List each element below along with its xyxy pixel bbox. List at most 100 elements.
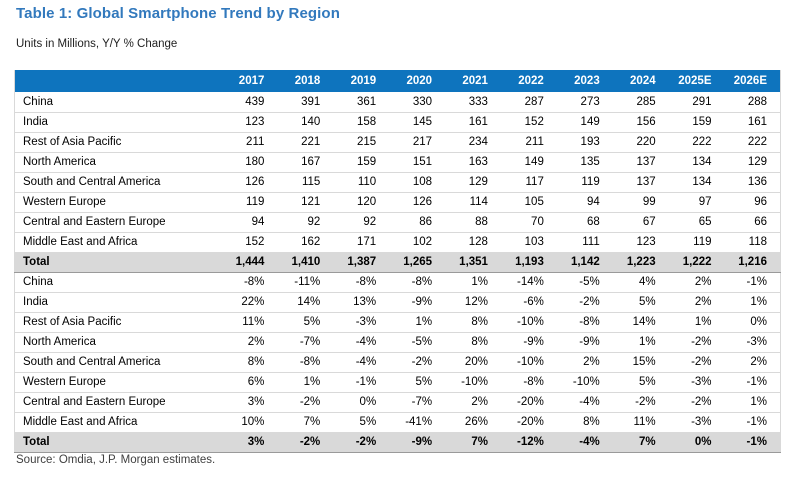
value-cell: -3% <box>668 412 725 433</box>
table-row-yoy-percent-change: Central and Eastern Europe 3% -2% 0% -7% 2% -2… <box>14 392 781 413</box>
year-column-header: 2021 <box>445 70 501 92</box>
region-label: Central and Eastern Europe <box>14 392 222 413</box>
value-cell: 126 <box>221 172 278 193</box>
value-cell: 128 <box>445 232 501 253</box>
region-label: China <box>14 92 222 113</box>
value-cell: -9% <box>500 332 557 353</box>
value-cell: 7% <box>612 431 669 453</box>
value-cell: -20% <box>500 412 557 433</box>
value-cell: -5% <box>389 332 446 353</box>
value-cell: -8% <box>389 272 446 293</box>
value-cell: 291 <box>668 92 725 113</box>
value-cell: 67 <box>612 212 669 233</box>
value-cell: 92 <box>333 212 390 233</box>
value-cell: 156 <box>612 112 669 133</box>
value-cell: 20% <box>445 352 501 373</box>
value-cell: 159 <box>333 152 390 173</box>
value-cell: 222 <box>724 132 781 153</box>
value-cell: 361 <box>333 92 390 113</box>
value-cell: 5% <box>333 412 390 433</box>
value-cell: -7% <box>389 392 446 413</box>
value-cell: -12% <box>500 431 557 453</box>
value-cell: 108 <box>389 172 446 193</box>
value-cell: -2% <box>612 392 669 413</box>
value-cell: 193 <box>556 132 613 153</box>
value-cell: -9% <box>556 332 613 353</box>
value-cell: -8% <box>500 372 557 393</box>
value-cell: 102 <box>389 232 446 253</box>
value-cell: 1,223 <box>612 251 669 273</box>
value-cell: 3% <box>221 431 278 453</box>
value-cell: -4% <box>556 431 613 453</box>
region-label: Total <box>14 431 222 453</box>
value-cell: 161 <box>445 112 501 133</box>
value-cell: 217 <box>389 132 446 153</box>
value-cell: 94 <box>556 192 613 213</box>
value-cell: 26% <box>445 412 501 433</box>
value-cell: -2% <box>277 431 334 453</box>
value-cell: 137 <box>612 152 669 173</box>
value-cell: -6% <box>500 292 557 313</box>
value-cell: 234 <box>445 132 501 153</box>
value-cell: 1,193 <box>500 251 557 273</box>
value-cell: -3% <box>668 372 725 393</box>
year-column-header: 2023 <box>556 70 613 92</box>
value-cell: 391 <box>277 92 334 113</box>
table-header: 2017 2018 2019 2020 2021 2022 2023 2024 2025E 202… <box>14 70 781 92</box>
value-cell: -1% <box>333 372 390 393</box>
table-row-units-in-millions: India 123 140 158 145 161 152 149 156 159 161 <box>14 112 781 133</box>
value-cell: 330 <box>389 92 446 113</box>
year-column-header: 2018 <box>277 70 334 92</box>
value-cell: 137 <box>612 172 669 193</box>
value-cell: 180 <box>221 152 278 173</box>
value-cell: -14% <box>500 272 557 293</box>
value-cell: 1% <box>389 312 446 333</box>
value-cell: 1,410 <box>277 251 334 273</box>
value-cell: -1% <box>724 372 781 393</box>
value-cell: 8% <box>556 412 613 433</box>
value-cell: 105 <box>500 192 557 213</box>
value-cell: 10% <box>221 412 278 433</box>
region-label: India <box>14 112 222 133</box>
value-cell: 149 <box>556 112 613 133</box>
value-cell: 273 <box>556 92 613 113</box>
value-cell: -2% <box>333 431 390 453</box>
value-cell: 129 <box>724 152 781 173</box>
value-cell: 1,444 <box>221 251 278 273</box>
value-cell: 135 <box>556 152 613 173</box>
value-cell: 134 <box>668 152 725 173</box>
value-cell: 2% <box>668 292 725 313</box>
value-cell: 123 <box>612 232 669 253</box>
value-cell: 5% <box>277 312 334 333</box>
value-cell: -8% <box>333 272 390 293</box>
value-cell: -4% <box>333 332 390 353</box>
value-cell: -2% <box>668 392 725 413</box>
value-cell: 333 <box>445 92 501 113</box>
value-cell: 151 <box>389 152 446 173</box>
table-title: Table 1: Global Smartphone Trend by Regi… <box>16 5 340 22</box>
value-cell: 86 <box>389 212 446 233</box>
value-cell: -9% <box>389 292 446 313</box>
value-cell: -2% <box>389 352 446 373</box>
value-cell: 4% <box>612 272 669 293</box>
total-row-units-in-millions: Total 1,444 1,410 1,387 1,265 1,351 1,193 1,142… <box>14 251 781 273</box>
table-row-units-in-millions: Central and Eastern Europe 94 92 92 86 88 70 68… <box>14 212 781 233</box>
value-cell: 13% <box>333 292 390 313</box>
value-cell: 12% <box>445 292 501 313</box>
value-cell: -9% <box>389 431 446 453</box>
table-row-yoy-percent-change: Western Europe 6% 1% -1% 5% -10% -8% -10% 5% -3% -… <box>14 372 781 393</box>
value-cell: -3% <box>724 332 781 353</box>
value-cell: 220 <box>612 132 669 153</box>
table-body: China 439 391 361 330 333 287 273 285 291 288 India… <box>14 92 781 453</box>
region-label: Rest of Asia Pacific <box>14 312 222 333</box>
value-cell: 8% <box>445 332 501 353</box>
value-cell: 222 <box>668 132 725 153</box>
value-cell: -2% <box>556 292 613 313</box>
value-cell: 110 <box>333 172 390 193</box>
value-cell: 117 <box>500 172 557 193</box>
value-cell: 119 <box>556 172 613 193</box>
value-cell: 0% <box>668 431 725 453</box>
value-cell: 211 <box>221 132 278 153</box>
value-cell: 152 <box>221 232 278 253</box>
value-cell: 1,351 <box>445 251 501 273</box>
